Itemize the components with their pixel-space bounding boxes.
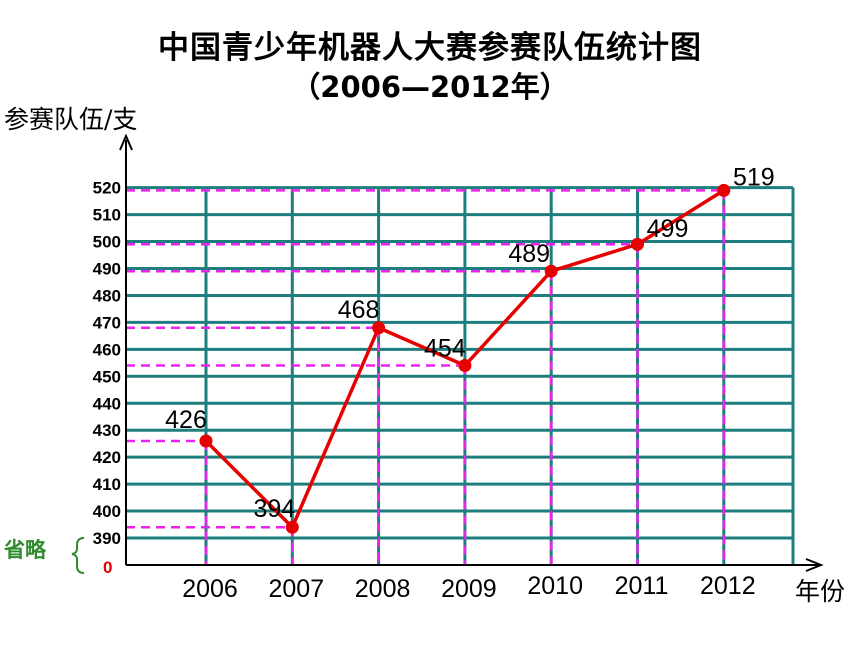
y-axis-label: 参赛队伍/支 [4,105,137,134]
data-label: 426 [165,406,207,434]
data-point [544,264,558,278]
data-label: 394 [253,495,295,523]
x-axis-arrow [805,558,824,572]
data-label: 468 [338,296,380,324]
chart-title: 中国青少年机器人大赛参赛队伍统计图 [158,30,702,66]
data-series: 426 394 468 454 489 499 519 [165,163,775,534]
y-tick-label: 510 [93,206,121,225]
guide-lines [126,189,726,565]
data-point [285,520,299,534]
x-tick-label: 2012 [700,572,756,600]
data-point [631,237,644,251]
data-label: 519 [733,163,775,191]
y-tick-label: 420 [93,448,121,467]
tick-labels: 390 400 410 420 430 440 450 460 470 480 490 500 510 5… [93,179,756,603]
axis-break-label: 省略 [3,538,47,562]
x-tick-label: 2009 [441,575,497,603]
data-label: 489 [508,240,550,268]
y-tick-label: 410 [93,475,121,494]
x-axis-label: 年份 [795,577,845,606]
data-label: 454 [424,335,466,363]
y-tick-label: 390 [93,529,121,548]
x-tick-label: 2006 [182,575,238,603]
y-axis-arrow [119,133,133,151]
x-tick-label: 2010 [527,572,583,600]
data-point [458,359,472,373]
axis-zero-label: 0 [103,558,112,577]
y-tick-label: 520 [93,179,121,198]
x-tick-label: 2007 [268,575,324,603]
chart-subtitle: （2006—2012年） [291,70,569,104]
data-point [717,183,731,197]
y-tick-label: 450 [93,367,121,386]
y-tick-label: 470 [93,313,121,332]
data-point [372,321,386,335]
x-tick-label: 2008 [355,575,411,603]
y-tick-label: 490 [93,260,121,279]
y-tick-label: 400 [93,502,121,521]
y-tick-label: 430 [93,421,121,440]
y-tick-label: 440 [93,394,121,413]
y-tick-label: 480 [93,286,121,305]
axis-break-brace [71,537,85,574]
data-label: 499 [647,215,689,243]
y-tick-label: 460 [93,340,121,359]
axes [71,133,824,574]
x-tick-label: 2011 [615,572,669,600]
data-point [199,434,213,448]
y-tick-label: 500 [93,233,121,252]
